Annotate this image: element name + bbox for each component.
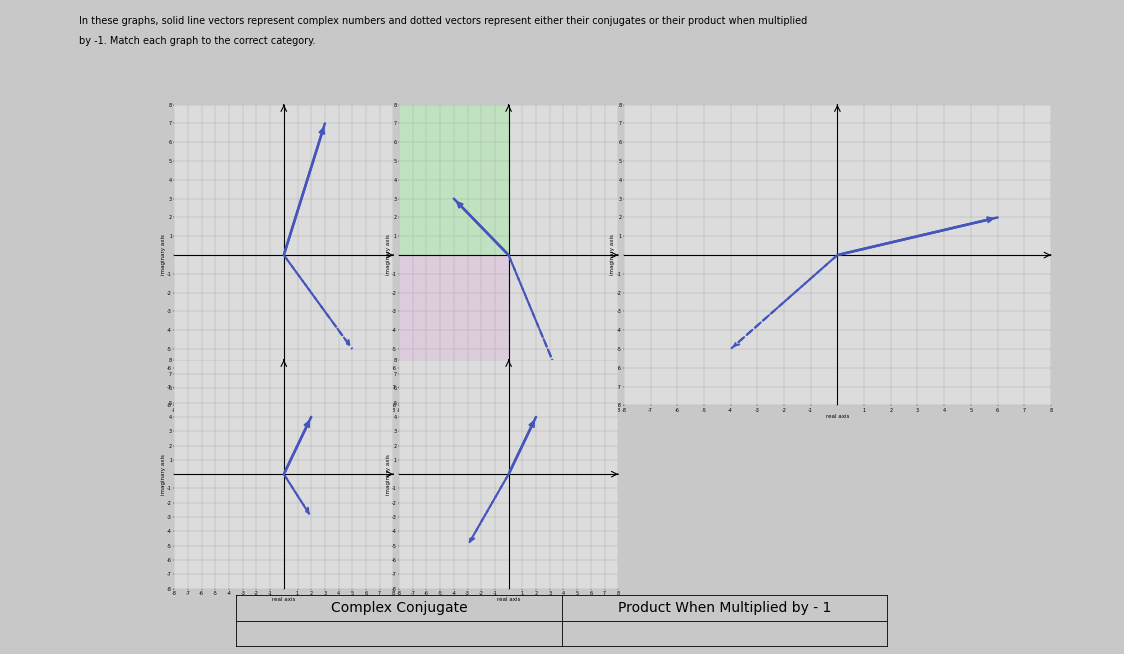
X-axis label: real axis: real axis <box>497 597 520 602</box>
Text: by -1. Match each graph to the correct category.: by -1. Match each graph to the correct c… <box>79 36 315 46</box>
Text: Complex Conjugate: Complex Conjugate <box>330 601 468 615</box>
Y-axis label: imaginary axis: imaginary axis <box>386 235 391 275</box>
X-axis label: real axis: real axis <box>826 414 849 419</box>
X-axis label: real axis: real axis <box>497 414 520 419</box>
Y-axis label: imaginary axis: imaginary axis <box>610 235 616 275</box>
Y-axis label: imaginary axis: imaginary axis <box>161 235 166 275</box>
Text: In these graphs, solid line vectors represent complex numbers and dotted vectors: In these graphs, solid line vectors repr… <box>79 16 807 26</box>
Text: Product When Multiplied by - 1: Product When Multiplied by - 1 <box>618 601 832 615</box>
X-axis label: real axis: real axis <box>272 414 296 419</box>
X-axis label: real axis: real axis <box>272 597 296 602</box>
Y-axis label: imaginary axis: imaginary axis <box>161 454 166 494</box>
Y-axis label: imaginary axis: imaginary axis <box>386 454 391 494</box>
